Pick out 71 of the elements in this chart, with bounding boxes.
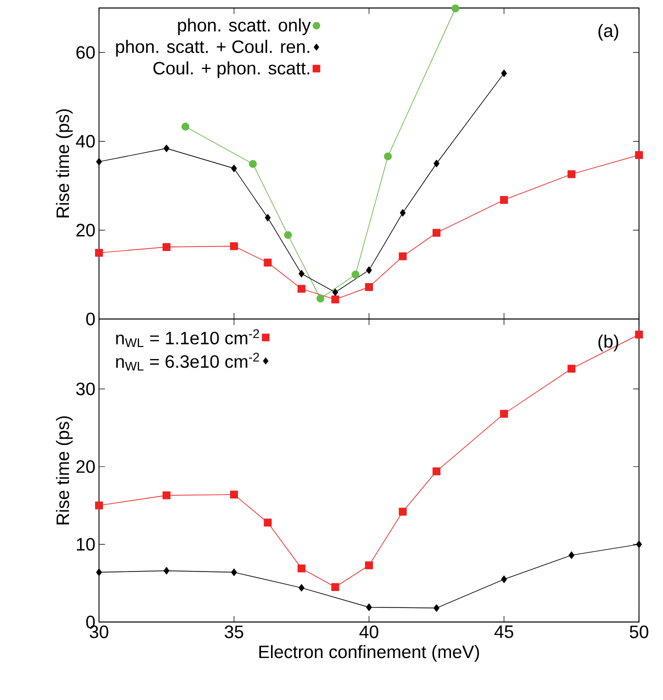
point bbox=[398, 508, 407, 516]
y-tick-label: 10 bbox=[76, 538, 95, 551]
point bbox=[332, 288, 338, 296]
y-tick-label: 20 bbox=[76, 460, 95, 473]
x-axis-title: Electron confinement (meV) bbox=[259, 645, 479, 662]
x-tick-label: 45 bbox=[494, 626, 514, 638]
point bbox=[451, 4, 460, 12]
point bbox=[95, 502, 103, 510]
point bbox=[164, 566, 170, 574]
point bbox=[384, 152, 392, 160]
y-axis-title: Rise time (ps) bbox=[56, 109, 73, 218]
point bbox=[298, 284, 306, 293]
point bbox=[298, 584, 304, 592]
point bbox=[568, 551, 574, 559]
point bbox=[264, 518, 272, 526]
point bbox=[501, 70, 507, 78]
point bbox=[352, 270, 360, 278]
point bbox=[96, 158, 102, 166]
point bbox=[316, 294, 324, 302]
legend-label: n$_{WL}$ = 6.3e10 cm$^{-2}$ bbox=[116, 352, 259, 370]
point bbox=[366, 604, 372, 611]
point bbox=[264, 214, 271, 222]
point bbox=[264, 258, 272, 267]
point bbox=[248, 160, 257, 168]
point bbox=[298, 564, 306, 572]
point bbox=[500, 196, 508, 204]
x-tick-label: 40 bbox=[359, 626, 378, 638]
point bbox=[434, 604, 440, 612]
point bbox=[636, 540, 642, 548]
point bbox=[231, 164, 237, 172]
point bbox=[284, 231, 292, 239]
y-tick-label: 20 bbox=[76, 224, 95, 236]
point bbox=[568, 170, 576, 178]
point bbox=[365, 561, 373, 570]
point bbox=[434, 160, 440, 168]
y-tick-label: 40 bbox=[76, 134, 95, 148]
legend-label: phon. scatt. + Coul. ren. bbox=[116, 40, 310, 57]
legend-label: phon. scatt. only bbox=[178, 18, 311, 36]
y-tick-label: 30 bbox=[76, 382, 95, 396]
point bbox=[298, 270, 304, 278]
point bbox=[231, 568, 237, 576]
y-tick-label: 60 bbox=[76, 46, 95, 59]
point bbox=[96, 568, 102, 576]
point bbox=[164, 144, 170, 152]
y-axis-title: Rise time (ps) bbox=[56, 416, 73, 524]
point bbox=[230, 242, 238, 250]
annotation: (b) bbox=[598, 334, 618, 352]
x-tick-label: 35 bbox=[224, 626, 244, 638]
point bbox=[230, 490, 238, 499]
point bbox=[181, 122, 190, 131]
point bbox=[398, 252, 407, 260]
point bbox=[95, 248, 103, 257]
legend-label: Coul. + phon. scatt. bbox=[153, 61, 310, 78]
point bbox=[331, 296, 340, 304]
point bbox=[331, 583, 340, 591]
point bbox=[635, 151, 643, 159]
point bbox=[366, 266, 372, 274]
point bbox=[432, 228, 440, 237]
legend-label: n$_{WL}$ = 1.1e10 cm$^{-2}$ bbox=[116, 329, 259, 347]
point bbox=[432, 467, 440, 476]
x-tick-label: 50 bbox=[630, 626, 648, 638]
point bbox=[501, 576, 507, 584]
point bbox=[365, 283, 373, 291]
point bbox=[400, 209, 406, 217]
point bbox=[162, 243, 170, 251]
point bbox=[162, 491, 170, 500]
point bbox=[568, 364, 576, 373]
annotation: (a) bbox=[598, 24, 618, 41]
y-tick-label: 0 bbox=[86, 312, 95, 326]
point bbox=[500, 410, 508, 418]
point bbox=[635, 330, 643, 338]
